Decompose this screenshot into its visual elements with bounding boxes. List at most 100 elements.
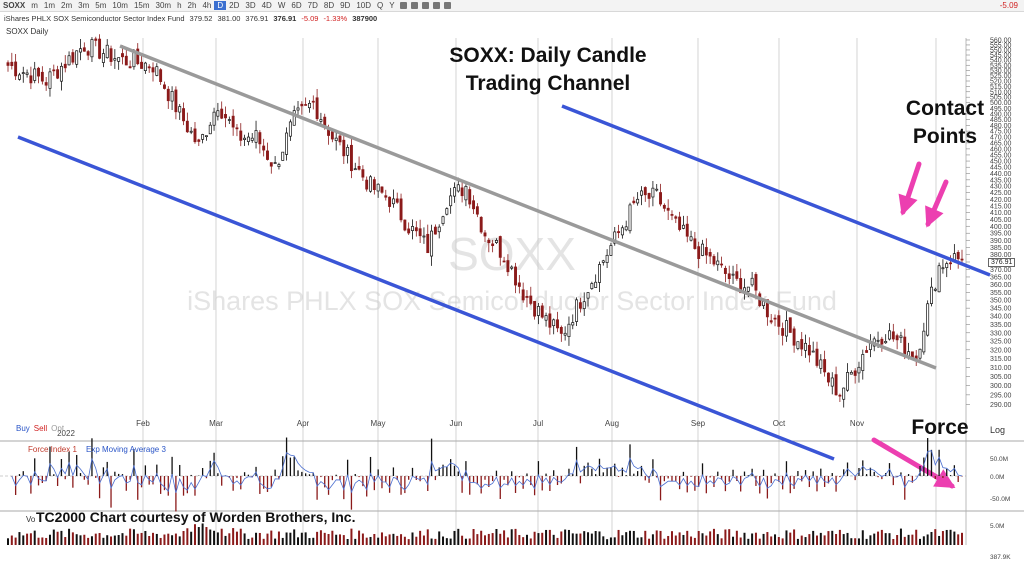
price-tick-label: 380.00 <box>990 252 1012 259</box>
candle <box>178 106 182 113</box>
sell-button[interactable]: Sell <box>33 424 48 433</box>
candle <box>90 39 94 58</box>
volume-bar <box>369 536 372 545</box>
interval-button-2h[interactable]: 2h <box>187 1 197 10</box>
options-button[interactable]: Opt <box>51 424 65 433</box>
symbol-field[interactable]: SOXX <box>3 1 26 10</box>
buy-button[interactable]: Buy <box>16 424 30 433</box>
interval-button-m[interactable]: m <box>31 1 38 10</box>
interval-button-4d[interactable]: 4D <box>261 1 272 10</box>
interval-button-y[interactable]: Y <box>389 1 395 10</box>
log-scale-toggle[interactable]: Log <box>990 425 1006 435</box>
candle <box>701 243 704 256</box>
price-pane-label[interactable]: SOXX Daily <box>6 27 49 36</box>
layout-icon[interactable] <box>432 2 440 9</box>
volume-bar <box>140 532 143 545</box>
price-tick-label: 365.00 <box>990 274 1012 281</box>
interval-button-10d[interactable]: 10D <box>356 1 372 10</box>
interval-button-15m[interactable]: 15m <box>133 1 150 10</box>
volume-bar <box>487 533 490 545</box>
volume-bar <box>281 537 284 545</box>
volume-pane-label[interactable]: Vo <box>26 515 36 524</box>
interval-button-h[interactable]: h <box>177 1 182 10</box>
candle <box>670 214 674 216</box>
volume-bar <box>224 535 227 545</box>
volume-bar <box>819 532 822 545</box>
last-price-badge: 376.91 <box>988 258 1016 267</box>
interval-button-7d[interactable]: 7D <box>307 1 318 10</box>
candle <box>224 114 227 119</box>
watermark-symbol: SOXX <box>448 228 576 280</box>
price-tick-label: 480.00 <box>990 123 1012 130</box>
quote-low: 376.91 <box>245 14 269 23</box>
interval-button-6d[interactable]: 6D <box>291 1 302 10</box>
volume-bar <box>52 529 55 545</box>
interval-button-9d[interactable]: 9D <box>340 1 351 10</box>
volume-bar <box>682 534 685 545</box>
interval-button-1m[interactable]: 1m <box>43 1 56 10</box>
volume-bar <box>724 529 727 545</box>
interval-button-3m[interactable]: 3m <box>78 1 90 10</box>
volume-bar <box>167 533 170 545</box>
volume-bar <box>857 538 860 545</box>
candle <box>361 169 365 178</box>
candle <box>777 315 781 327</box>
ema-label[interactable]: Exp Moving Average 3 <box>86 445 166 454</box>
last-change-readout: -5.09 <box>999 1 1018 10</box>
candle <box>823 359 827 373</box>
volume-bar <box>842 534 845 545</box>
drawing-tools-icon[interactable] <box>410 2 418 9</box>
interval-button-q[interactable]: Q <box>377 1 384 10</box>
volume-bar <box>239 528 242 545</box>
volume-bar <box>686 530 689 545</box>
volume-bar <box>319 530 322 545</box>
interval-button-30m[interactable]: 30m <box>155 1 172 10</box>
price-tick-label: 440.00 <box>990 171 1012 178</box>
volume-bar <box>480 530 483 545</box>
interval-button-5m[interactable]: 5m <box>95 1 107 10</box>
price-tick-label: 530.00 <box>990 68 1012 75</box>
candle <box>689 236 693 241</box>
volume-bar <box>10 535 13 545</box>
candle <box>395 198 399 203</box>
volume-bar <box>388 534 391 545</box>
interval-button-8d[interactable]: 8D <box>323 1 335 10</box>
volume-bar <box>861 530 864 545</box>
settings-icon[interactable] <box>443 2 451 9</box>
volume-bar <box>613 537 616 545</box>
volume-bar <box>659 530 662 545</box>
interval-button-4h[interactable]: 4h <box>202 1 212 10</box>
candle <box>273 162 277 164</box>
volume-bar <box>674 535 677 545</box>
candle <box>792 328 796 346</box>
candle <box>239 130 243 141</box>
price-tick-label: 290.00 <box>990 402 1012 409</box>
candle <box>681 224 685 229</box>
candle <box>624 226 628 231</box>
indicator-icon[interactable] <box>421 2 429 9</box>
interval-button-3d[interactable]: 3D <box>245 1 256 10</box>
volume-bar <box>193 524 196 545</box>
volume-bar <box>247 538 250 545</box>
interval-button-w[interactable]: W <box>277 1 286 10</box>
interval-button-2m[interactable]: 2m <box>61 1 73 10</box>
candle <box>502 260 506 263</box>
candle <box>21 72 25 74</box>
volume-bar <box>331 530 334 545</box>
volume-bar <box>774 534 777 545</box>
candle <box>594 281 598 288</box>
volume-bar <box>83 534 86 545</box>
candle <box>300 103 304 107</box>
candle <box>575 299 579 322</box>
interval-button-2d[interactable]: 2D <box>229 1 240 10</box>
volume-bar <box>270 530 273 545</box>
interval-button-10m[interactable]: 10m <box>112 1 128 10</box>
volume-bar <box>510 529 513 545</box>
volume-tick-label: 5.0M <box>990 523 1004 530</box>
chart-type-icon[interactable] <box>399 2 407 9</box>
stock-chart[interactable]: SOXX iShares PHLX SOX Semiconductor Secto… <box>0 24 1024 574</box>
interval-button-d[interactable]: D <box>214 1 227 10</box>
volume-bar <box>808 534 811 545</box>
price-tick-label: 410.00 <box>990 210 1012 217</box>
force-index-label[interactable]: Force Index 1 <box>28 445 77 454</box>
